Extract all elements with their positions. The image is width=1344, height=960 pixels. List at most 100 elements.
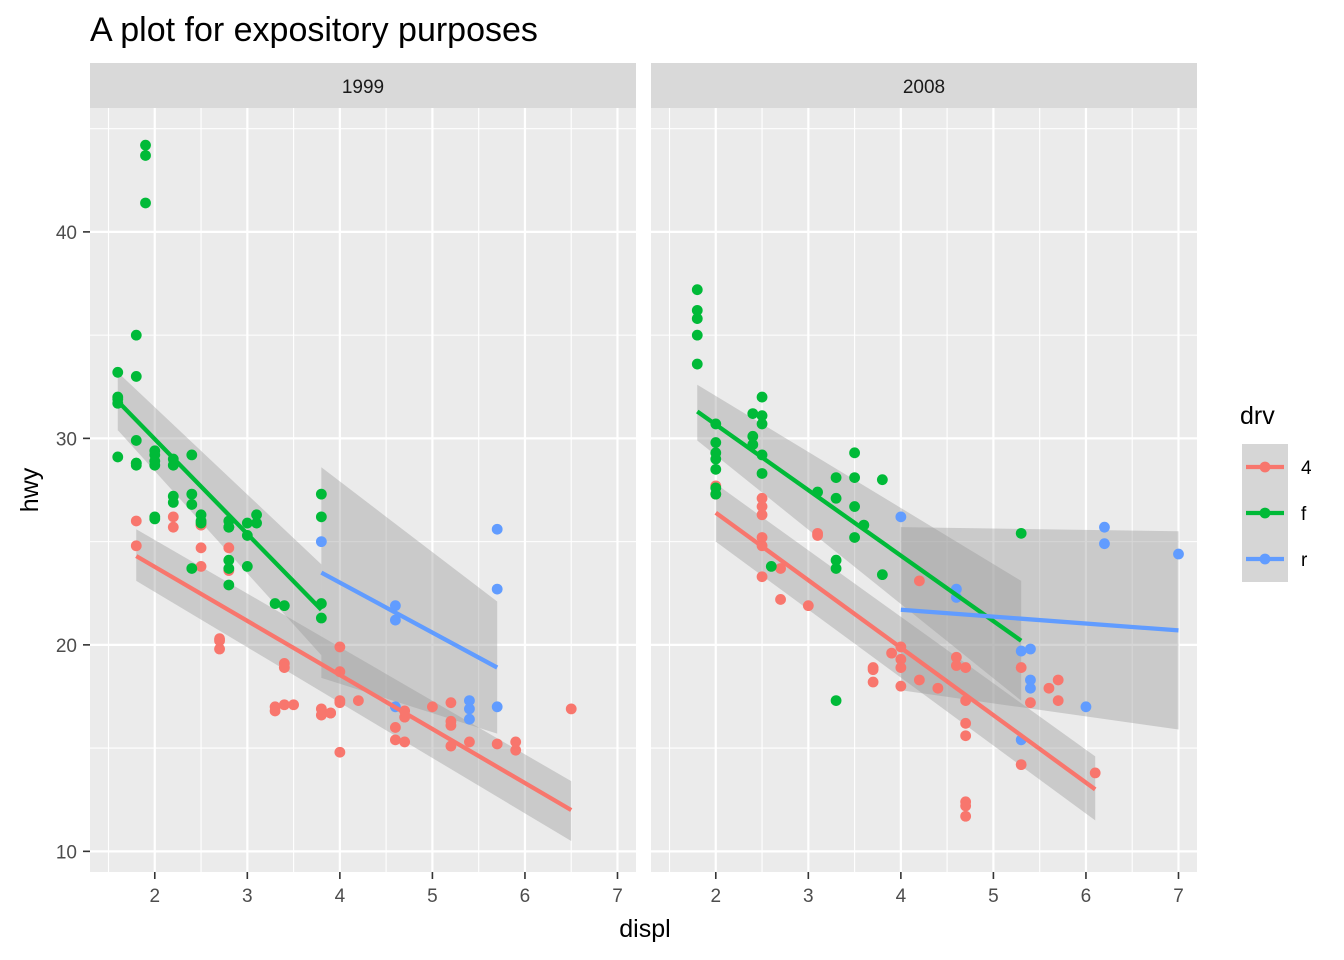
strip-1999: 1999 [90, 63, 636, 108]
x-tick-label: 4 [896, 886, 907, 907]
legend-label: f [1301, 504, 1307, 525]
data-point-4 [950, 651, 962, 663]
data-point-r [491, 701, 503, 713]
data-point-4 [756, 571, 768, 583]
data-point-4 [775, 594, 786, 605]
x-tick-label: 7 [1173, 886, 1184, 907]
x-tick-label: 6 [520, 886, 531, 907]
data-point-f [830, 563, 842, 574]
x-axis-2008: 2 3 4 5 6 7 [710, 872, 1184, 907]
data-point-f [195, 517, 207, 529]
confidence-band-r [321, 467, 498, 734]
data-point-f [140, 150, 151, 161]
strip-label: 2008 [903, 77, 945, 98]
panel-background [90, 108, 636, 872]
x-axis-1999: 2 3 4 5 6 7 [149, 872, 623, 907]
x-tick-label: 5 [427, 886, 438, 907]
data-point-f [756, 410, 768, 422]
data-point-4 [913, 674, 925, 686]
data-point-4 [1025, 697, 1036, 709]
x-tick-label: 4 [335, 886, 346, 907]
legend: drv 4 f r [1240, 402, 1312, 582]
chart-title: A plot for expository purposes [90, 11, 538, 49]
data-point-f [849, 472, 860, 484]
y-tick-label: 20 [56, 636, 77, 657]
y-tick-label: 40 [56, 223, 77, 244]
fit-line-r [320, 570, 499, 670]
data-point-4 [399, 736, 411, 748]
fit-line-r [900, 607, 1179, 633]
data-point-r [464, 695, 475, 707]
data-point-4 [756, 501, 768, 512]
data-point-4 [325, 707, 337, 719]
data-point-f [1015, 527, 1027, 539]
data-point-f [849, 447, 860, 459]
facet-panel-2008 [651, 108, 1197, 872]
data-point-4 [334, 746, 346, 758]
legend-keys: 4 f r [1242, 444, 1312, 582]
data-point-f [710, 463, 722, 475]
data-point-f [112, 451, 124, 463]
data-point-f [241, 517, 253, 529]
data-point-4 [932, 682, 944, 694]
data-point-4 [895, 680, 907, 692]
data-point-4 [756, 492, 768, 504]
data-point-f [223, 554, 235, 566]
data-point-4 [464, 736, 475, 748]
legend-title: drv [1240, 402, 1275, 430]
data-point-4 [278, 699, 290, 711]
data-point-r [315, 536, 327, 548]
x-axis-title: displ [619, 915, 670, 943]
data-point-f [691, 284, 703, 296]
x-tick-label: 7 [612, 886, 623, 907]
y-axis: 10 20 30 40 [56, 223, 90, 863]
data-point-4 [913, 575, 925, 587]
data-point-4 [315, 703, 327, 715]
data-point-f [130, 435, 142, 446]
data-point-r [1173, 548, 1184, 560]
data-point-4 [167, 511, 179, 523]
data-point-f [849, 532, 860, 543]
data-point-4 [950, 660, 962, 671]
data-point-f [130, 371, 142, 382]
legend-key-point [1259, 553, 1271, 565]
confidence-band-f [117, 372, 322, 656]
data-point-f [223, 563, 235, 574]
data-point-4 [756, 509, 768, 521]
x-tick-label: 2 [149, 886, 160, 907]
data-point-4 [334, 697, 346, 709]
data-point-4 [389, 722, 401, 733]
legend-label: 4 [1301, 458, 1312, 479]
data-point-f [278, 600, 290, 612]
y-axis-title: hwy [16, 467, 44, 512]
legend-label: r [1301, 550, 1308, 571]
data-point-4 [130, 515, 142, 527]
data-point-4 [167, 521, 179, 533]
x-tick-label: 5 [988, 886, 999, 907]
data-point-f [186, 499, 198, 510]
data-point-f [756, 391, 768, 403]
fit-line-f [116, 399, 323, 612]
data-point-f [251, 517, 262, 529]
data-point-4 [334, 641, 346, 653]
data-point-f [315, 612, 327, 624]
data-point-4 [214, 633, 225, 645]
data-point-f [112, 366, 124, 378]
data-point-4 [886, 647, 898, 659]
data-point-4 [1052, 674, 1064, 686]
data-point-4 [802, 600, 814, 612]
data-point-4 [278, 662, 290, 673]
data-point-f [691, 313, 703, 325]
data-point-4 [427, 701, 438, 713]
data-point-f [223, 521, 235, 533]
data-point-f [149, 445, 161, 457]
data-point-f [223, 579, 235, 591]
data-point-f [710, 488, 722, 500]
data-point-f [315, 488, 327, 500]
data-point-4 [756, 532, 768, 543]
data-point-f [140, 197, 151, 209]
data-point-4 [352, 695, 364, 707]
data-point-f [149, 455, 161, 467]
data-point-4 [214, 643, 225, 655]
data-point-4 [1015, 662, 1027, 673]
